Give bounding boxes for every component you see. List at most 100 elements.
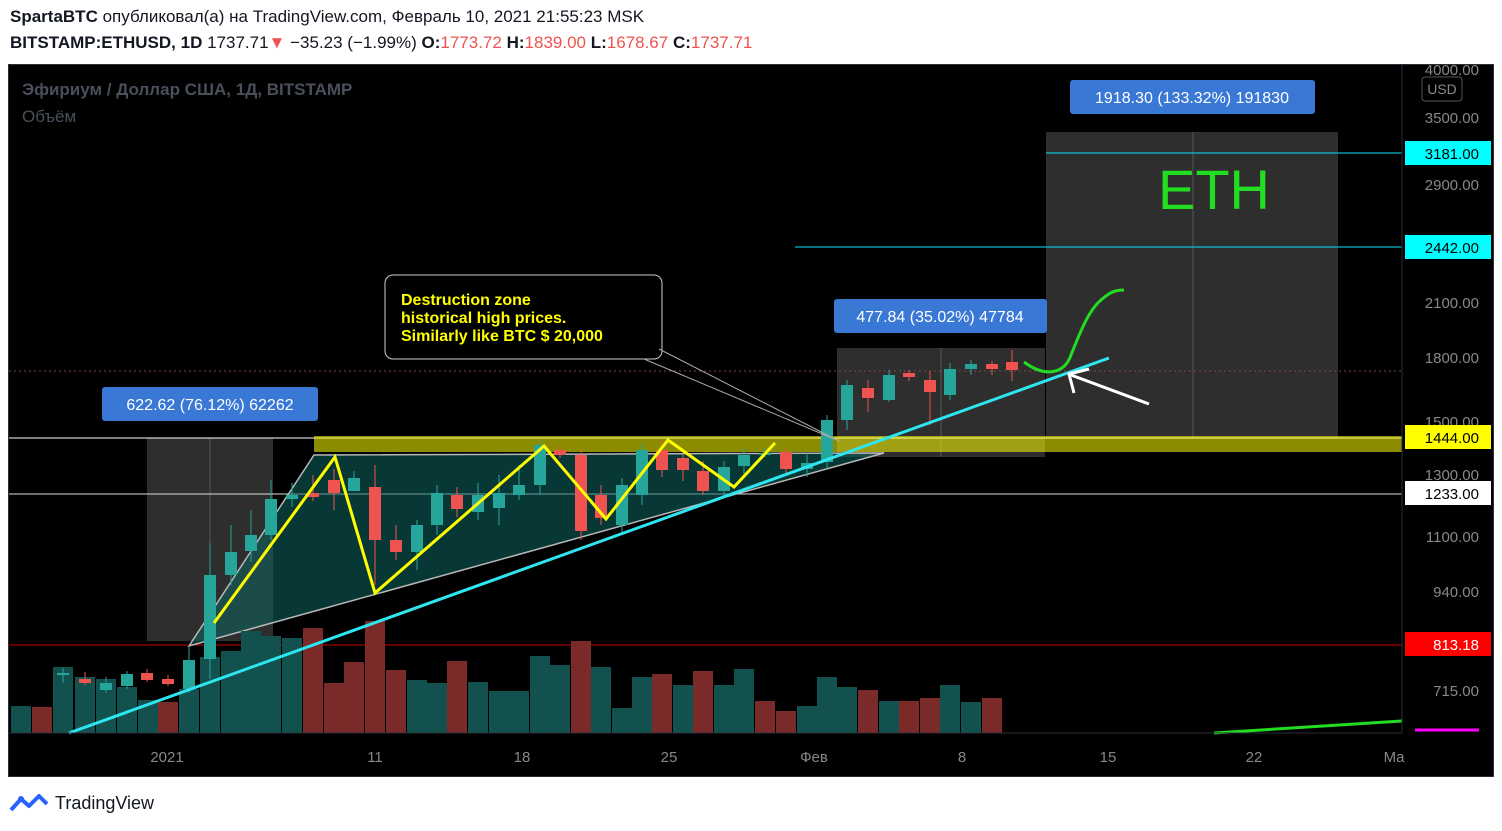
measure-box-right[interactable]: [1046, 132, 1338, 438]
callout-pointer: [658, 348, 840, 442]
currency-label: USD: [1427, 81, 1457, 97]
candle-body: [411, 525, 423, 552]
price-badge[interactable]: [1405, 235, 1491, 259]
time-tick: 11: [367, 749, 383, 766]
measure-label-middle: 477.84 (35.02%) 47784: [856, 309, 1023, 326]
candle-body: [204, 575, 216, 659]
volume-bar: [32, 707, 52, 733]
volume-bar: [632, 677, 652, 733]
high-value: 1839.00: [524, 33, 586, 52]
price-badge-label: 2442.00: [1425, 240, 1479, 257]
volume-bar: [673, 685, 693, 733]
price-badge[interactable]: [1405, 425, 1491, 449]
volume-bar: [734, 669, 754, 733]
measure-label-box-right[interactable]: [1070, 80, 1315, 114]
time-tick: 22: [1246, 749, 1263, 766]
candle-body: [369, 487, 381, 540]
candle-body: [821, 420, 833, 462]
volume-bars: [11, 621, 1002, 733]
candle-body: [245, 535, 257, 551]
candle-body: [328, 480, 340, 493]
published-text: опубликовал(а) на TradingView.com, Февра…: [102, 7, 645, 26]
high-label: H:: [506, 33, 525, 52]
volume-bar: [879, 701, 899, 733]
candle-body: [883, 375, 895, 400]
arrow-line[interactable]: [1070, 373, 1150, 406]
volume-bar: [427, 683, 447, 733]
volume-bar: [899, 701, 919, 733]
support-trendline[interactable]: [68, 356, 1110, 735]
chart-canvas[interactable]: Destruction zone historical high prices.…: [9, 65, 1493, 776]
measure-label-right: 1918.30 (133.32%) 191830: [1095, 90, 1289, 107]
price-scale[interactable]: [1402, 65, 1493, 733]
footer-brand[interactable]: TradingView: [9, 792, 154, 814]
measure-label-box-middle[interactable]: [834, 299, 1047, 333]
candle-body: [924, 380, 936, 392]
candle-body: [841, 385, 853, 420]
symbol-ohlc-line: BITSTAMP:ETHUSD, 1D 1737.71▼ −35.23 (−1.…: [10, 33, 752, 53]
volume-bar: [241, 631, 261, 733]
price-tick: 2100.00: [1425, 295, 1479, 312]
candle-body: [738, 455, 750, 466]
candle-body: [493, 493, 505, 508]
author-name[interactable]: SpartaBTC: [10, 7, 98, 26]
volume-bar: [940, 685, 960, 733]
volume-bar: [447, 661, 467, 733]
volume-bar: [365, 621, 385, 733]
candle-body: [286, 495, 298, 499]
candle-body: [575, 455, 587, 531]
volume-bar: [468, 682, 488, 733]
chart-pane[interactable]: Destruction zone historical high prices.…: [8, 64, 1494, 777]
arrow-head-icon: [1067, 367, 1090, 394]
volume-bar: [179, 689, 199, 733]
volume-label: Объём: [22, 107, 77, 126]
time-tick: 2021: [150, 749, 183, 766]
currency-button[interactable]: [1421, 76, 1463, 102]
open-label: O:: [421, 33, 441, 52]
volume-bar: [407, 680, 427, 733]
price-tick: 1100.00: [1426, 529, 1479, 546]
candle-body: [697, 471, 709, 491]
close-label: C:: [672, 33, 691, 52]
destruction-zone-band[interactable]: [314, 436, 1402, 452]
projection-path[interactable]: [1023, 288, 1125, 374]
volume-bar: [96, 679, 116, 733]
time-tick: 15: [1100, 749, 1117, 766]
volume-bar: [612, 708, 632, 733]
candle-body: [348, 478, 360, 491]
callout-box[interactable]: [384, 274, 663, 360]
volume-bar: [797, 706, 817, 733]
volume-bar: [755, 701, 775, 733]
callout-line-3: Similarly like BTC $ 20,000: [401, 328, 603, 345]
candle-body: [965, 364, 977, 369]
measure-label-box-left[interactable]: [102, 387, 318, 421]
callout-pointer-2: [643, 358, 840, 442]
candle-body: [100, 683, 112, 690]
candle-body: [903, 373, 915, 377]
eth-label: ETH: [1158, 158, 1270, 221]
measure-label-left: 622.62 (76.12%) 62262: [126, 397, 293, 414]
volume-bar: [530, 656, 550, 733]
candle-body: [390, 540, 402, 552]
price-badge[interactable]: [1405, 632, 1491, 656]
volume-bar: [776, 711, 796, 733]
volume-bar: [920, 698, 940, 733]
volume-bar: [714, 685, 734, 733]
candle-body: [513, 485, 525, 495]
callout-line-1: Destruction zone: [401, 292, 531, 309]
volume-bar: [571, 641, 591, 733]
price-badge[interactable]: [1405, 141, 1491, 165]
low-value: 1678.67: [606, 33, 669, 52]
price-tick: 2900.00: [1425, 177, 1479, 194]
candle-body: [121, 674, 133, 686]
volume-bar: [693, 671, 713, 733]
candle-body: [986, 364, 998, 369]
volume-bar: [961, 702, 981, 733]
zigzag-pattern[interactable]: [212, 437, 777, 624]
time-tick: 18: [514, 749, 531, 766]
price-scale-ticks: 4000.003500.002900.002100.001800.001500.…: [1425, 65, 1479, 700]
time-tick: 25: [661, 749, 678, 766]
price-badge[interactable]: [1405, 481, 1491, 505]
volume-bar: [386, 670, 406, 733]
candle-body: [451, 495, 463, 509]
